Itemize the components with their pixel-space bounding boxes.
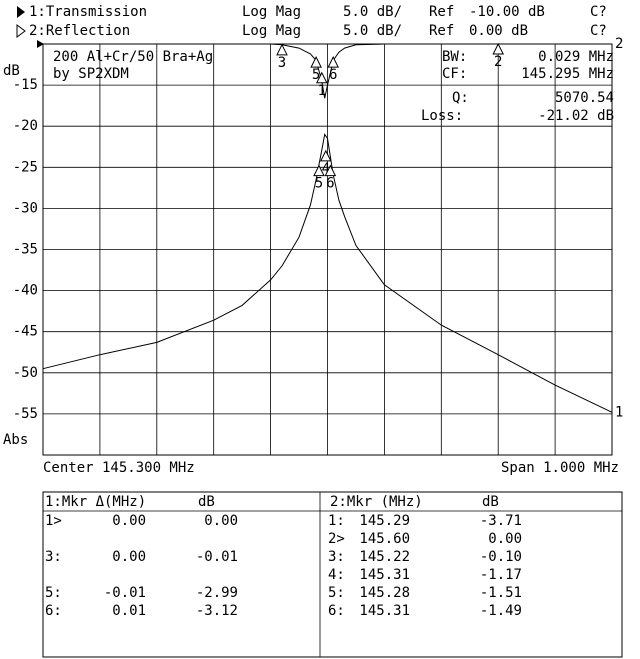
table-unit: dB [482, 494, 499, 510]
marker-x: 145.31 [359, 567, 410, 583]
trace-scale: 5.0 dB/ [343, 4, 402, 20]
stat-label: CF: [442, 66, 467, 82]
marker-label: 4 [322, 161, 330, 177]
stat-label: BW: [442, 49, 467, 65]
y-axis-label: dB [3, 63, 20, 79]
marker-x: 145.60 [359, 531, 410, 547]
marker-label: 1 [318, 83, 326, 99]
annotation: by SP2XDM [53, 66, 129, 82]
marker-id: 6: [45, 603, 62, 619]
trace-ref: Ref [429, 4, 454, 20]
y-tick-label: -50 [13, 365, 38, 381]
marker-db: -3.71 [480, 513, 522, 529]
marker-x: 0.00 [112, 513, 146, 529]
marker-label: 3 [278, 55, 286, 71]
y-tick-label: -20 [13, 118, 38, 134]
table-title: 1:Mkr Δ(MHz) [45, 494, 146, 510]
y-tick-label: -45 [13, 324, 38, 340]
marker-db: -2.99 [196, 585, 238, 601]
marker [276, 43, 288, 56]
marker-x: 0.00 [112, 549, 146, 565]
trace-format: Log Mag [242, 23, 301, 39]
marker-db: -0.10 [480, 549, 522, 565]
marker-id: 3: [328, 549, 345, 565]
marker-id: 5: [45, 585, 62, 601]
table-title: 2:Mkr (MHz) [330, 494, 423, 510]
trace-name: 1:Transmission [29, 4, 147, 20]
trace-ref: Ref [429, 23, 454, 39]
trace-end-label: 1 [615, 404, 623, 420]
active-trace-pointer [17, 6, 25, 18]
trace-status: C? [590, 23, 607, 39]
marker-db: -1.49 [480, 603, 522, 619]
marker-db: -1.17 [480, 567, 522, 583]
marker-id: 3: [45, 549, 62, 565]
trace-ref-value: -10.00 dB [469, 4, 545, 20]
marker [319, 149, 332, 162]
marker-id: 5: [328, 585, 345, 601]
marker-db: -1.51 [480, 585, 522, 601]
marker-id: 2> [328, 531, 345, 547]
y-tick-label: -30 [13, 200, 38, 216]
y-unit-label: Abs [3, 432, 28, 448]
stat-label: Loss: [421, 108, 463, 124]
marker-db: -0.01 [196, 549, 238, 565]
marker-label: 5 [312, 67, 320, 83]
marker-x: 145.31 [359, 603, 410, 619]
y-tick-label: -35 [13, 242, 38, 258]
stat-value: -21.02 dB [538, 108, 614, 124]
span-label: Span 1.000 MHz [501, 460, 619, 476]
marker-db: -3.12 [196, 603, 238, 619]
marker-label: 5 [315, 176, 323, 192]
marker-label: 2 [494, 54, 502, 70]
y-tick-label: -40 [13, 283, 38, 299]
table-unit: dB [198, 494, 215, 510]
marker-id: 6: [328, 603, 345, 619]
marker-label: 6 [326, 176, 334, 192]
marker [313, 164, 325, 177]
trace-ref-value: 0.00 dB [469, 23, 528, 39]
marker-x: 145.28 [359, 585, 410, 601]
marker-db: 0.00 [488, 531, 522, 547]
marker-x: 145.29 [359, 513, 410, 529]
marker-label: 6 [329, 67, 337, 83]
marker-id: 1: [328, 513, 345, 529]
marker [492, 42, 505, 55]
trace-status: C? [590, 4, 607, 20]
center-label: Center 145.300 MHz [43, 460, 195, 476]
trace-name: 2:Reflection [29, 23, 130, 39]
marker-x: 145.22 [359, 549, 410, 565]
marker-x: -0.01 [104, 585, 146, 601]
stat-value: 5070.54 [555, 90, 614, 106]
trace-pointer [16, 24, 26, 38]
stat-value: 0.029 MHz [538, 49, 614, 65]
stat-value: 145.295 MHz [521, 66, 614, 82]
marker-id: 1> [45, 513, 62, 529]
marker-db: 0.00 [204, 513, 238, 529]
marker-id: 4: [328, 567, 345, 583]
trace-scale: 5.0 dB/ [343, 23, 402, 39]
y-tick-label: -25 [13, 159, 38, 175]
marker-x: 0.01 [112, 603, 146, 619]
marker [327, 56, 339, 68]
ref-pointer [37, 40, 44, 48]
marker [324, 164, 337, 177]
trace-format: Log Mag [242, 4, 301, 20]
stat-label: Q: [452, 90, 469, 106]
trace-line [42, 133, 613, 413]
marker [316, 71, 328, 84]
trace-end-label: 2 [615, 36, 623, 52]
marker-table-frame [42, 491, 623, 658]
annotation: 200 Al+Cr/50 Bra+Ag [53, 49, 213, 65]
y-tick-label: -15 [13, 77, 38, 93]
marker [310, 56, 322, 68]
y-tick-label: -55 [13, 406, 38, 422]
trace-line [43, 43, 612, 99]
